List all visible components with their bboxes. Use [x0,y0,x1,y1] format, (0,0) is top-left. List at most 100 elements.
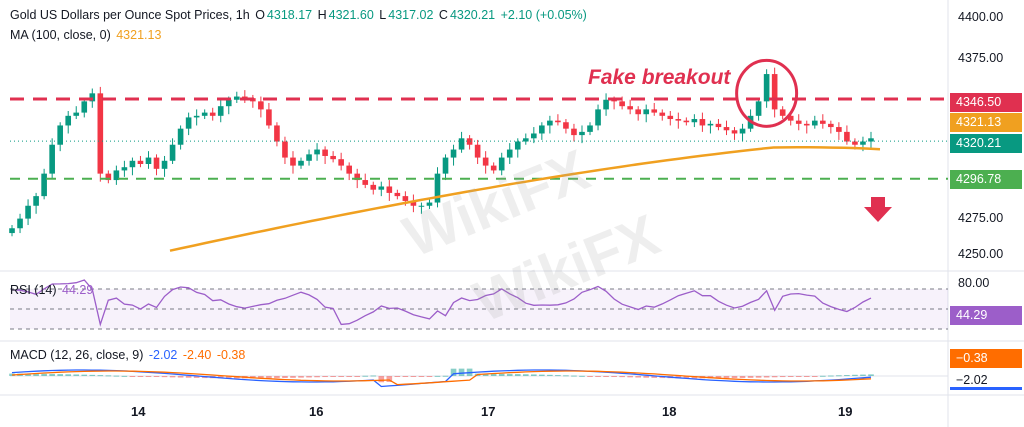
macd-histogram-bar [450,368,457,376]
macd-histogram-bar [860,374,866,376]
candle-body [193,115,200,118]
macd-histogram-bar [651,376,658,378]
candle-body [137,160,144,164]
macd-histogram-bar [161,376,168,378]
macd-histogram-bar [490,373,497,376]
candle-body [683,120,690,123]
rsi-value: 44.29 [62,283,94,297]
candle-body [466,138,473,145]
candle-body [386,186,393,193]
macd-histogram-bar [322,376,328,378]
high-value: 4321.60 [328,8,374,22]
candle-body [290,157,296,166]
macd-histogram-bar [739,376,746,379]
macd-histogram-bar [595,376,601,377]
macd-histogram-bar [73,374,80,376]
x-tick-19: 19 [838,404,853,419]
candle-body [531,133,537,139]
candle-body [707,123,714,126]
candle-body [787,115,794,121]
candle-body [242,96,248,99]
candle-body [330,155,336,160]
close-value: 4320.21 [449,8,496,22]
macd-line [11,369,872,388]
macd-histogram-bar [298,376,304,378]
candle-body [820,120,826,124]
candle-body [506,149,513,158]
candle-body [731,130,738,134]
candle-body [474,144,481,158]
candle-body [434,173,441,203]
macd-histogram-bar [555,375,561,377]
candle-body [346,165,352,174]
macd-histogram-bar [57,374,63,376]
macd-histogram-bar [25,373,31,376]
macd-histogram-bar [129,376,136,377]
macd-histogram-bar [715,376,722,379]
x-tick-16: 16 [309,404,324,419]
macd-histogram-bar [603,376,609,377]
candle-body [555,120,561,123]
candle-body [370,184,377,190]
macd-histogram-bar [426,376,433,377]
candle-body [803,123,810,126]
macd-histogram-bar [113,375,120,377]
macd-histogram-bar [65,374,72,376]
macd-histogram-bar [723,376,730,379]
macd-histogram-bar [852,374,858,376]
high-label: H [317,8,327,22]
candle-body [113,170,120,181]
candle-body [795,120,802,124]
candle-body [402,196,409,201]
candle-body [169,144,176,161]
candle-body [635,109,641,115]
x-tick-18: 18 [662,404,677,419]
candle-body [723,127,730,131]
macd-histogram-bar [306,376,312,378]
macd-histogram-bar [547,374,553,376]
macd-histogram-bar [836,375,842,377]
candle-body [145,157,152,164]
macd-histogram-bar [314,376,320,378]
macd-histogram-bar [563,375,569,377]
low-label: L [379,8,387,22]
candle-body [627,106,633,110]
signal-line [11,370,872,386]
fake-breakout-annotation: Fake breakout [588,66,731,89]
candle-body [298,160,304,166]
candle-body [105,173,112,181]
macd-histogram-bar [137,376,144,377]
y-tick-4375: 4375.00 [958,51,1004,65]
candle-body [233,96,240,100]
macd-histogram-bar [225,376,232,379]
candle-body [579,131,585,136]
candle-body [33,196,39,206]
candle-body [828,123,834,128]
signal-value: -2.40 [182,348,212,362]
candle-body [522,138,529,142]
breakout-circle [735,58,799,128]
macd-histogram-bar [611,376,617,377]
macd-histogram-bar [755,376,762,378]
resistance-price-tag: 4346.50 [950,93,1022,112]
macd-histogram-bar [217,376,224,379]
candle-body [57,125,63,145]
macd-histogram-bar [49,373,55,376]
macd-histogram-bar [185,376,192,378]
change-value: +2.10 (+0.05%) [500,8,587,22]
candle-body [209,112,216,116]
candle-body [442,157,449,174]
candle-body [49,144,55,174]
candle-body [97,93,104,174]
macd-histogram-bar [394,376,401,377]
macd-histogram-bar [763,376,770,378]
macd-histogram-bar [386,376,393,382]
candle-body [811,120,818,126]
candle-body [129,160,136,168]
macd-histogram-bar [89,374,96,376]
candle-body [844,131,850,142]
open-value: 4318.17 [266,8,313,22]
last-price-tag: 4320.21 [950,134,1022,153]
macd-histogram-bar [675,376,682,379]
